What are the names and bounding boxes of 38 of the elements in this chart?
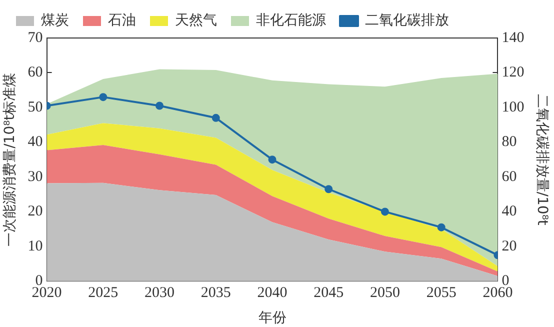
y-tick-label: 30 (28, 168, 43, 185)
legend-label: 二氧化碳排放 (365, 12, 449, 29)
y-tick-label: 40 (28, 134, 43, 150)
point (99, 93, 108, 102)
y2-tick-label: 20 (502, 238, 517, 254)
x-tick-label: 2035 (200, 285, 231, 302)
point (156, 102, 164, 110)
y-axis-title: 一次能源消费量/10⁸t标准煤 (2, 72, 18, 246)
point (437, 223, 446, 232)
legend-label: 非化石能源 (256, 12, 326, 29)
x-axis-title: 年份 (258, 310, 286, 326)
y-tick-label: 70 (28, 30, 43, 46)
y2-tick-label: 60 (502, 168, 517, 185)
x-tick-label: 2025 (88, 285, 118, 302)
point (268, 156, 276, 164)
y2-tick-label: 80 (502, 134, 517, 150)
x-tick-label: 2030 (144, 285, 175, 302)
legend-label: 天然气 (175, 12, 217, 29)
x-tick-label: 2060 (482, 285, 513, 302)
y-tick-label: 60 (28, 64, 43, 81)
x-tick-label: 2055 (426, 285, 456, 302)
y-tick-label: 10 (28, 238, 43, 254)
y-tick-label: 20 (28, 204, 43, 220)
point (380, 208, 389, 216)
legend-label: 石油 (108, 12, 136, 29)
x-tick-label: 2050 (370, 285, 400, 302)
x-tick-label: 2045 (314, 285, 344, 302)
x-tick-label: 2040 (257, 285, 288, 302)
y2-tick-label: 40 (502, 204, 517, 220)
y2-axis-title: 二氧化碳排放量/10⁸t (534, 94, 550, 226)
y2-tick-label: 120 (502, 64, 524, 81)
legend-label: 煤炭 (41, 12, 69, 29)
point (212, 114, 220, 122)
y-tick-label: 50 (28, 99, 43, 116)
y2-tick-label: 100 (502, 99, 524, 116)
point (324, 185, 333, 194)
y2-tick-label: 140 (502, 30, 524, 46)
x-tick-label: 2020 (32, 285, 62, 302)
